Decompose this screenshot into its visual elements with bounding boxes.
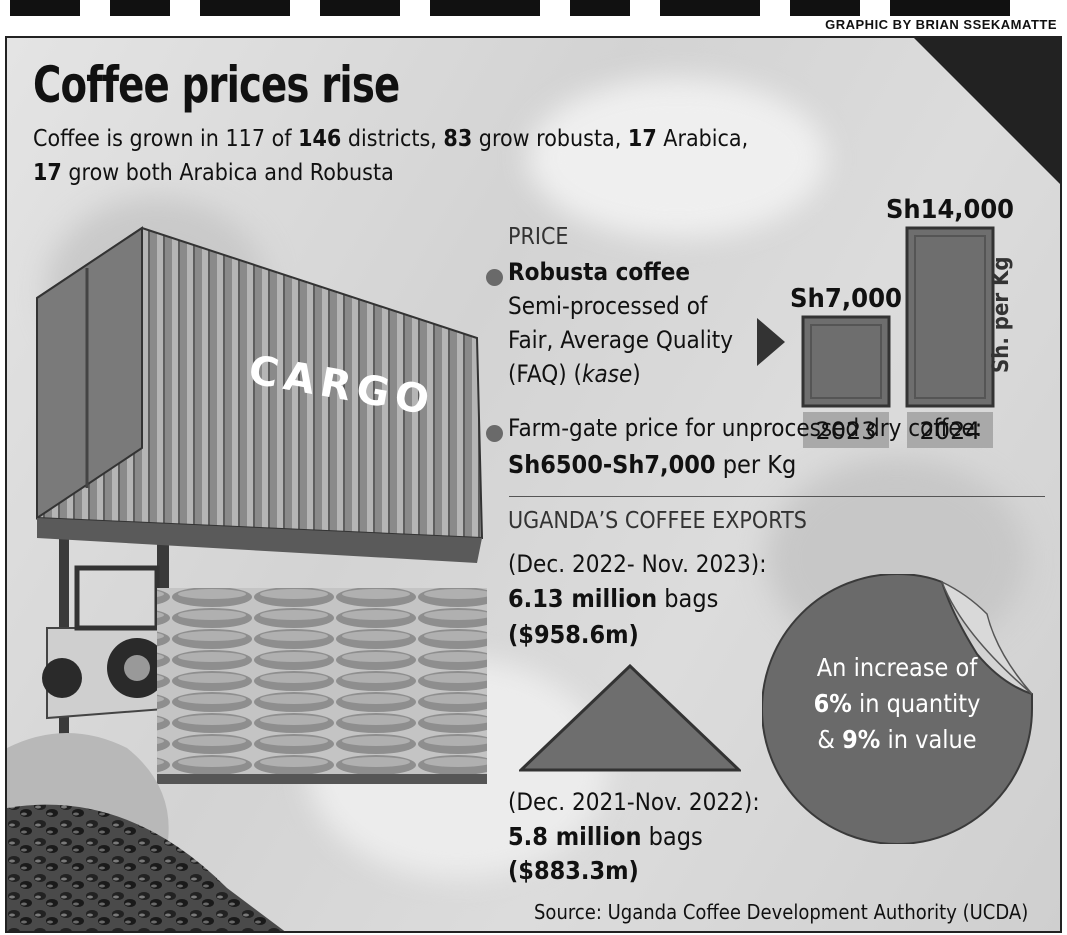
price-heading: PRICE [508,224,569,250]
increase-sticker [762,574,1033,844]
bar-inner-border [810,324,882,399]
category-label-box [803,412,889,448]
prior-value: ($883.3m) [508,856,639,885]
price-bar-chart: Sh7,000 2023 Sh14,000 2024 [790,195,1014,448]
cargo-forklift-illustration: CARGO [7,226,487,931]
prior-quantity: 5.8 million bags [508,822,703,851]
infographic-panel: Coffee prices rise Coffee is grown in 11… [5,36,1062,933]
bullet-icon [486,425,503,442]
exports-heading: UGANDA’S COFFEE EXPORTS [508,508,807,534]
corner-fold-decoration [914,38,1060,184]
graphic-credit: GRAPHIC BY BRIAN SSEKAMATTE [825,17,1057,32]
farmgate-label: Farm-gate price for unprocessed dry coff… [508,414,983,442]
arrow-right-icon [757,318,785,366]
bullet-icon [486,269,503,286]
intro-text: Coffee is grown in 117 of 146 districts,… [33,126,749,186]
recent-quantity: 6.13 million bags [508,584,719,613]
page-title: Coffee prices rise [33,56,400,114]
source-note: Source: Uganda Coffee Development Author… [534,900,1029,924]
increase-sticker-text: An increase of 6% in quantity & 9% in va… [813,653,981,754]
bar-value-label: Sh7,000 [790,284,902,314]
category-tick-label: 2024 [919,417,980,445]
bar-value-label: Sh14,000 [886,195,1014,225]
increase-triangle-icon [519,664,741,772]
farmgate-value: Sh6500-Sh7,000 per Kg [508,450,797,479]
robusta-desc-1: Semi-processed of [508,292,708,320]
category-label-box [907,412,993,448]
bar-2023 [801,315,891,408]
robusta-label: Robusta coffee [508,258,691,286]
recent-period: (Dec. 2022- Nov. 2023): [508,550,767,578]
bar-2024 [905,226,995,408]
robusta-desc-3: (FAQ) (kase) [508,360,641,388]
cropped-headline [0,0,1067,16]
bar-inner-border [914,235,986,399]
section-divider [509,496,1045,497]
y-axis-label: Sh. per Kg [989,256,1014,373]
prior-period: (Dec. 2021-Nov. 2022): [508,788,760,816]
category-tick-label: 2023 [815,417,876,445]
recent-value: ($958.6m) [508,620,639,649]
robusta-desc-2: Fair, Average Quality [508,326,734,354]
